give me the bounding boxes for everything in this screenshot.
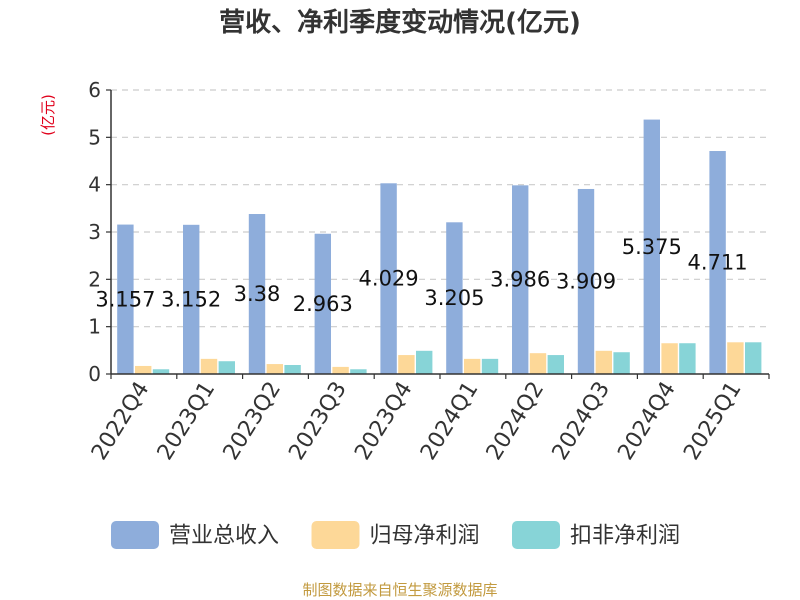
data-label-total-revenue-2022Q4: 3.157	[95, 287, 155, 311]
legend-label-net-profit-attributable: 归母净利润	[370, 524, 480, 549]
bar-deducted-net-profit-2024Q1	[481, 358, 499, 374]
bar-deducted-net-profit-2023Q4	[416, 350, 433, 374]
bar-deducted-net-profit-2023Q2	[284, 365, 301, 374]
y-axis-unit-label: (亿元)	[39, 94, 57, 136]
bar-deducted-net-profit-2025Q1	[745, 342, 762, 374]
y-tick-label-4: 4	[88, 173, 101, 197]
bar-deducted-net-profit-2024Q3	[613, 352, 630, 374]
data-label-total-revenue-2024Q1: 3.205	[424, 286, 484, 310]
x-axis-ticks	[110, 374, 770, 379]
x-tick-label-2024Q4: 2024Q4	[613, 377, 680, 464]
bar-net-profit-attributable-2023Q2	[266, 364, 283, 374]
bar-total-revenue-2023Q3	[314, 233, 331, 374]
legend: 营业总收入 归母净利润 扣非净利润	[111, 521, 680, 549]
bar-net-profit-attributable-2024Q3	[595, 350, 612, 374]
x-tick-label-2024Q1: 2024Q1	[416, 377, 483, 464]
data-label-total-revenue-2024Q3: 3.909	[556, 269, 616, 293]
bars	[117, 119, 762, 374]
bar-total-revenue-2024Q1	[446, 222, 463, 374]
y-axis-ticks: 0 1 2 3 4 5 6	[88, 78, 111, 386]
bar-deducted-net-profit-2023Q3	[350, 369, 367, 374]
legend-swatch-net-profit-attributable	[311, 521, 360, 549]
x-tick-label-2023Q2: 2023Q2	[219, 377, 286, 464]
y-tick-label-2: 2	[88, 267, 101, 291]
x-axis-tick-labels: 2022Q42023Q12023Q22023Q32023Q42024Q12024…	[87, 377, 747, 464]
y-tick-label-3: 3	[88, 220, 101, 244]
legend-swatch-total-revenue	[111, 521, 159, 549]
bar-total-revenue-2024Q3	[577, 188, 595, 374]
x-tick-label-2025Q1: 2025Q1	[679, 377, 746, 464]
y-tick-label-1: 1	[88, 315, 101, 339]
legend-label-deducted-net-profit: 扣非净利润	[570, 524, 680, 549]
bar-total-revenue-2025Q1	[709, 151, 726, 374]
bar-total-revenue-2022Q4	[117, 224, 134, 374]
data-label-total-revenue-2025Q1: 4.711	[688, 251, 748, 275]
bar-net-profit-attributable-2023Q3	[332, 366, 349, 374]
legend-swatch-deducted-net-profit	[512, 521, 560, 549]
data-label-total-revenue-2023Q4: 4.029	[359, 267, 419, 291]
bar-net-profit-attributable-2023Q1	[200, 358, 218, 374]
bar-net-profit-attributable-2022Q4	[135, 365, 152, 374]
bar-net-profit-attributable-2023Q4	[398, 355, 415, 374]
bar-total-revenue-2024Q4	[643, 119, 660, 374]
bar-net-profit-attributable-2024Q2	[529, 353, 547, 374]
legend-label-total-revenue: 营业总收入	[169, 524, 279, 549]
bar-deducted-net-profit-2024Q4	[679, 343, 696, 374]
data-label-total-revenue-2023Q2: 3.38	[234, 282, 281, 306]
bar-total-revenue-2024Q2	[512, 185, 529, 374]
data-label-total-revenue-2023Q1: 3.152	[161, 287, 221, 311]
y-tick-label-5: 5	[88, 125, 101, 149]
x-tick-label-2023Q1: 2023Q1	[153, 377, 220, 464]
y-tick-label-0: 0	[88, 362, 101, 386]
x-tick-label-2024Q2: 2024Q2	[482, 377, 549, 464]
data-label-total-revenue-2024Q2: 3.986	[490, 268, 550, 292]
x-tick-label-2024Q3: 2024Q3	[548, 377, 615, 464]
bar-deducted-net-profit-2023Q1	[218, 361, 235, 374]
y-tick-label-6: 6	[88, 78, 101, 102]
bar-net-profit-attributable-2024Q1	[464, 358, 481, 374]
bar-net-profit-attributable-2024Q4	[661, 343, 678, 374]
footer-source-note: 制图数据来自恒生聚源数据库	[302, 581, 497, 599]
x-tick-label-2022Q4: 2022Q4	[87, 377, 154, 464]
data-label-total-revenue-2023Q3: 2.963	[293, 292, 353, 316]
data-label-total-revenue-2024Q4: 5.375	[622, 235, 682, 259]
bar-net-profit-attributable-2025Q1	[727, 342, 744, 374]
bar-deducted-net-profit-2024Q2	[547, 355, 564, 374]
bar-deducted-net-profit-2022Q4	[152, 369, 170, 374]
x-tick-label-2023Q4: 2023Q4	[350, 377, 417, 464]
x-tick-label-2023Q3: 2023Q3	[284, 377, 351, 464]
bar-total-revenue-2023Q1	[183, 224, 200, 374]
chart-title: 营收、净利季度变动情况(亿元)	[219, 7, 581, 38]
bar-total-revenue-2023Q2	[248, 214, 266, 374]
bar-total-revenue-2023Q4	[380, 183, 397, 374]
